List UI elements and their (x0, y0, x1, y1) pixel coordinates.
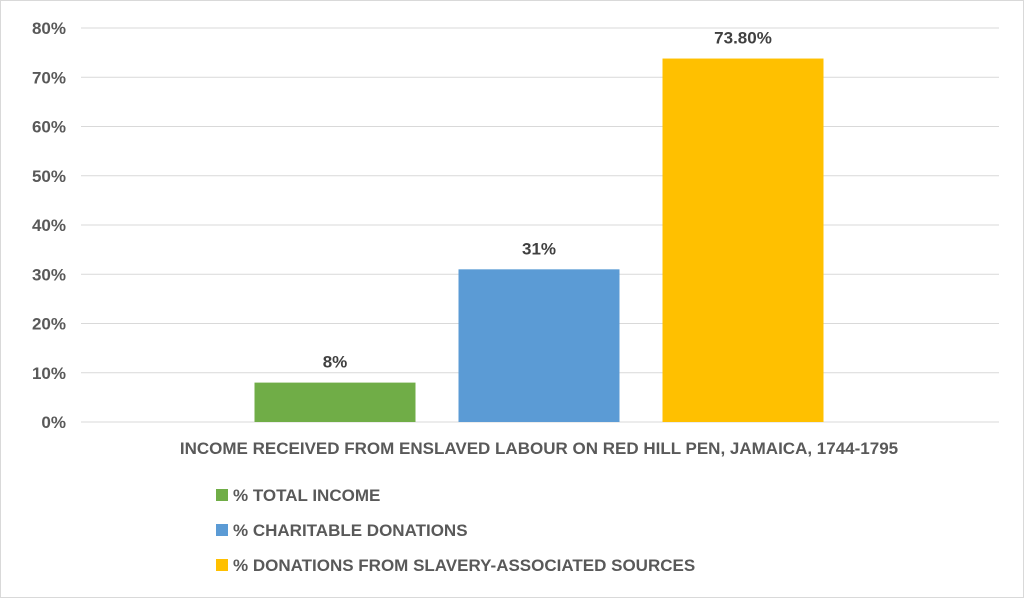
y-tick-label: 20% (32, 315, 66, 334)
y-tick-label: 0% (41, 413, 66, 432)
legend-label: % TOTAL INCOME (233, 486, 380, 505)
bars (254, 58, 824, 422)
y-tick-label: 40% (32, 216, 66, 235)
legend: % TOTAL INCOME % CHARITABLE DONATIONS % DO… (216, 486, 695, 575)
bar (458, 269, 620, 422)
data-labels: 8% 31% 73.80% (323, 29, 772, 372)
y-tick-label: 30% (32, 265, 66, 284)
legend-swatch (216, 524, 228, 536)
y-tick-label: 10% (32, 364, 66, 383)
gridlines (81, 27, 999, 423)
bar (662, 58, 824, 422)
data-label: 31% (522, 239, 556, 258)
y-axis-ticks: 0% 10% 20% 30% 40% 50% 60% 70% 80% (32, 19, 66, 432)
bar (254, 382, 416, 422)
data-label: 8% (323, 353, 348, 372)
y-tick-label: 80% (32, 19, 66, 38)
y-tick-label: 60% (32, 118, 66, 137)
legend-swatch (216, 559, 228, 571)
y-tick-label: 70% (32, 68, 66, 87)
data-label: 73.80% (714, 29, 772, 48)
legend-label: % CHARITABLE DONATIONS (233, 521, 468, 540)
category-label: INCOME RECEIVED FROM ENSLAVED LABOUR ON … (180, 439, 898, 458)
y-tick-label: 50% (32, 167, 66, 186)
legend-swatch (216, 489, 228, 501)
legend-label: % DONATIONS FROM SLAVERY-ASSOCIATED SOUR… (233, 556, 695, 575)
